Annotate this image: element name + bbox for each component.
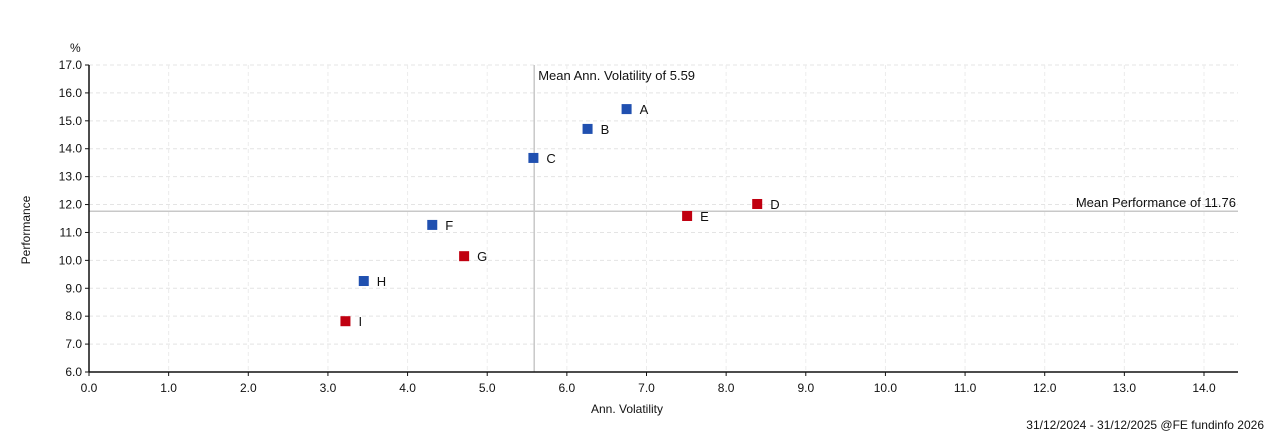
x-tick-label: 1.0 — [160, 381, 177, 395]
x-tick-label: 5.0 — [479, 381, 496, 395]
mean-lines — [89, 65, 1238, 372]
mean-volatility-label: Mean Ann. Volatility of 5.59 — [538, 68, 695, 83]
axes — [88, 65, 1238, 373]
x-tick-label: 8.0 — [718, 381, 735, 395]
y-tick-label: 8.0 — [65, 309, 82, 323]
y-tick-label: 11.0 — [60, 225, 83, 239]
x-tick-label: 12.0 — [1033, 381, 1057, 395]
y-tick-label: 16.0 — [59, 86, 83, 100]
x-axis-title: Ann. Volatility — [591, 402, 663, 416]
data-point-label: H — [377, 274, 386, 289]
data-point-a — [621, 104, 632, 115]
data-point-label: A — [640, 102, 649, 117]
data-point-g — [459, 251, 470, 262]
y-tick-label: 17.0 — [59, 58, 83, 72]
x-tick-label: 4.0 — [399, 381, 416, 395]
y-tick-label: 15.0 — [59, 114, 83, 128]
x-tick-label: 14.0 — [1192, 381, 1216, 395]
mean-performance-label: Mean Performance of 11.76 — [1076, 195, 1236, 210]
y-unit-label: % — [70, 41, 81, 55]
y-axis-ticks: 6.0 7.0 8.0 9.0 10.0 11.0 12.0 13.0 14.0 15.0 16.0… — [59, 58, 89, 379]
y-tick-label: 7.0 — [65, 337, 82, 351]
y-axis-title: Performance — [19, 195, 33, 264]
data-point-e — [682, 210, 693, 221]
data-point-label: F — [445, 218, 453, 233]
grid-lines — [89, 64, 1238, 372]
y-tick-label: 9.0 — [65, 281, 82, 295]
y-tick-label: 14.0 — [59, 142, 83, 156]
data-point-label: D — [770, 197, 779, 212]
data-point-h — [358, 276, 369, 287]
x-tick-label: 6.0 — [559, 381, 576, 395]
y-tick-label: 12.0 — [59, 198, 83, 212]
x-tick-label: 0.0 — [81, 381, 98, 395]
data-point-label: G — [477, 249, 487, 264]
x-tick-label: 11.0 — [954, 381, 977, 395]
footer-date-range: 31/12/2024 - 31/12/2025 @FE fundinfo 202… — [1026, 418, 1264, 432]
data-point-label: B — [601, 122, 610, 137]
data-point-i — [340, 316, 351, 327]
data-point-label: I — [358, 314, 362, 329]
data-point-b — [582, 123, 593, 134]
x-tick-label: 7.0 — [638, 381, 655, 395]
x-axis-ticks: 0.0 1.0 2.0 3.0 4.0 5.0 6.0 7.0 8.0 9.0 10.0 11.0 12… — [81, 372, 1216, 395]
x-tick-label: 3.0 — [320, 381, 337, 395]
x-tick-label: 10.0 — [874, 381, 898, 395]
x-tick-label: 2.0 — [240, 381, 257, 395]
y-tick-label: 10.0 — [59, 253, 83, 267]
y-tick-label: 13.0 — [59, 170, 83, 184]
data-points: A B C D E F G H I — [340, 102, 780, 329]
data-point-label: C — [546, 151, 555, 166]
x-tick-label: 13.0 — [1113, 381, 1137, 395]
data-point-f — [427, 219, 438, 230]
data-point-c — [528, 152, 539, 163]
x-tick-label: 9.0 — [797, 381, 814, 395]
data-point-label: E — [700, 209, 709, 224]
data-point-d — [752, 198, 763, 209]
y-tick-label: 6.0 — [65, 365, 82, 379]
